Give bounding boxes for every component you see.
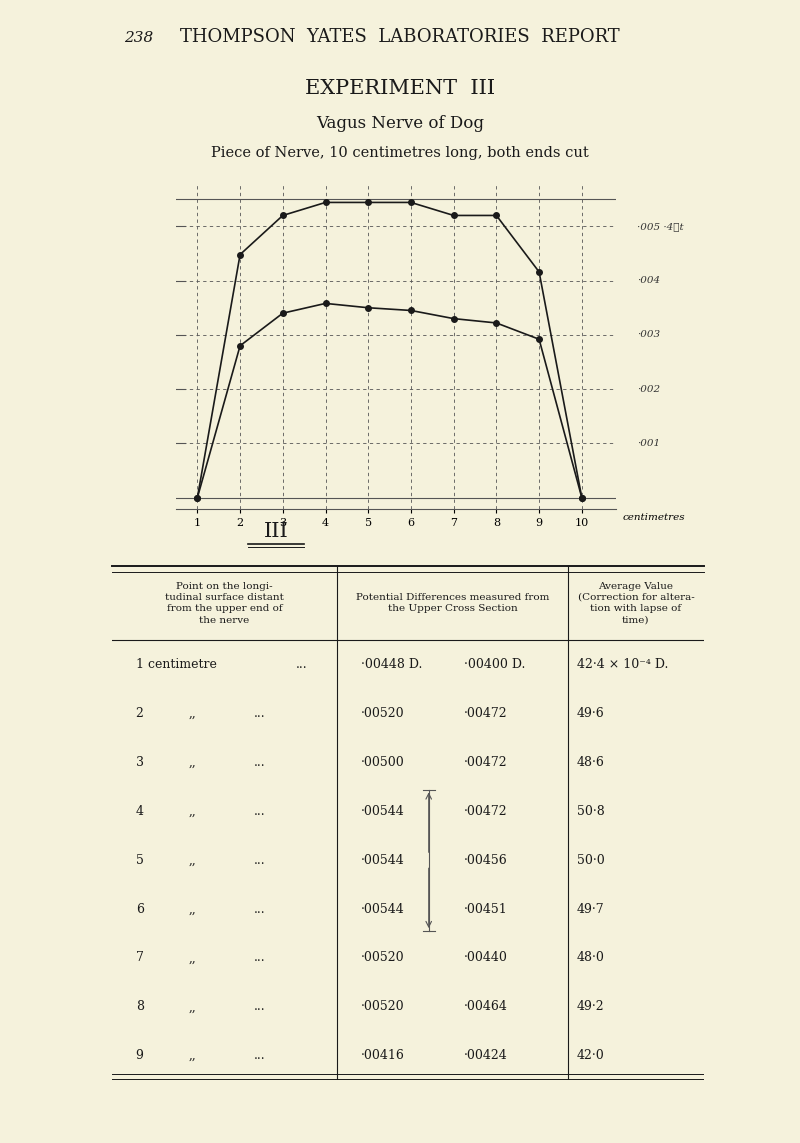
Text: 49·7: 49·7 — [577, 903, 604, 916]
Text: 6: 6 — [136, 903, 144, 916]
Text: 50·8: 50·8 — [577, 805, 605, 818]
Text: ·00448 D.: ·00448 D. — [361, 658, 422, 671]
Text: tion with lapse of: tion with lapse of — [590, 605, 682, 614]
Text: Piece of Nerve, 10 centimetres long, both ends cut: Piece of Nerve, 10 centimetres long, bot… — [211, 145, 589, 160]
Text: ·00472: ·00472 — [464, 805, 508, 818]
Text: ·00500: ·00500 — [361, 756, 404, 769]
Text: ·00544: ·00544 — [361, 805, 404, 818]
Text: Point on the longi-: Point on the longi- — [176, 582, 273, 591]
Text: 3: 3 — [136, 756, 144, 769]
Text: ·00520: ·00520 — [361, 1000, 404, 1014]
Text: ,,: ,, — [189, 805, 197, 818]
Text: 50·0: 50·0 — [577, 854, 605, 866]
Text: tudinal surface distant: tudinal surface distant — [165, 593, 284, 602]
Text: ·00400 D.: ·00400 D. — [464, 658, 526, 671]
Text: 7: 7 — [136, 951, 143, 965]
Text: 49·6: 49·6 — [577, 708, 605, 720]
Text: 48·0: 48·0 — [577, 951, 605, 965]
Text: ·00472: ·00472 — [464, 756, 508, 769]
Text: the nerve: the nerve — [199, 616, 250, 624]
Text: 49·2: 49·2 — [577, 1000, 604, 1014]
Text: ,,: ,, — [189, 1049, 197, 1062]
Text: 1 centimetre: 1 centimetre — [136, 658, 217, 671]
Text: ,,: ,, — [189, 756, 197, 769]
Text: ...: ... — [295, 658, 307, 671]
Text: ,,: ,, — [189, 1000, 197, 1014]
Text: from the upper end of: from the upper end of — [166, 605, 282, 614]
Text: ...: ... — [254, 1000, 266, 1014]
Text: Potential Differences measured from: Potential Differences measured from — [356, 593, 549, 602]
Text: ,,: ,, — [189, 903, 197, 916]
Text: ·00472: ·00472 — [464, 708, 508, 720]
Text: ·00520: ·00520 — [361, 951, 404, 965]
Text: ·002: ·002 — [638, 385, 661, 393]
Text: ·00424: ·00424 — [464, 1049, 508, 1062]
Text: ...: ... — [254, 756, 266, 769]
Text: ·003: ·003 — [638, 330, 661, 339]
Text: 238: 238 — [124, 31, 154, 46]
Text: ...: ... — [254, 708, 266, 720]
Text: ·00456: ·00456 — [464, 854, 508, 866]
Text: III: III — [264, 522, 288, 541]
Text: 8: 8 — [136, 1000, 144, 1014]
Text: ,,: ,, — [189, 951, 197, 965]
Text: ·00464: ·00464 — [464, 1000, 508, 1014]
Text: ...: ... — [254, 805, 266, 818]
Text: ,,: ,, — [189, 854, 197, 866]
Text: ·00520: ·00520 — [361, 708, 404, 720]
Text: ,,: ,, — [189, 708, 197, 720]
Text: ·00544: ·00544 — [361, 903, 404, 916]
Text: 42·4 × 10⁻⁴ D.: 42·4 × 10⁻⁴ D. — [577, 658, 668, 671]
Text: EXPERIMENT  III: EXPERIMENT III — [305, 79, 495, 97]
Text: ·00451: ·00451 — [464, 903, 508, 916]
Text: 5: 5 — [136, 854, 143, 866]
Text: Average Value: Average Value — [598, 582, 674, 591]
Text: 48·6: 48·6 — [577, 756, 605, 769]
Text: 4: 4 — [136, 805, 144, 818]
Text: ...: ... — [254, 903, 266, 916]
Text: ·004: ·004 — [638, 277, 661, 285]
Text: ·00416: ·00416 — [361, 1049, 405, 1062]
Text: ...: ... — [254, 854, 266, 866]
Text: ...: ... — [254, 1049, 266, 1062]
Text: Vagus Nerve of Dog: Vagus Nerve of Dog — [316, 115, 484, 131]
Text: (Correction for altera-: (Correction for altera- — [578, 593, 694, 602]
Text: time): time) — [622, 616, 650, 624]
Text: 42·0: 42·0 — [577, 1049, 605, 1062]
Text: THOMPSON  YATES  LABORATORIES  REPORT: THOMPSON YATES LABORATORIES REPORT — [180, 29, 620, 46]
Text: centimetres: centimetres — [622, 513, 685, 522]
Text: ...: ... — [254, 951, 266, 965]
Text: 2: 2 — [136, 708, 143, 720]
Text: 9: 9 — [136, 1049, 143, 1062]
Text: ·001: ·001 — [638, 439, 661, 448]
Text: the Upper Cross Section: the Upper Cross Section — [387, 605, 518, 614]
Text: ·005 ·4ℓt: ·005 ·4ℓt — [638, 222, 684, 231]
Text: ·00440: ·00440 — [464, 951, 508, 965]
Text: ·00544: ·00544 — [361, 854, 404, 866]
